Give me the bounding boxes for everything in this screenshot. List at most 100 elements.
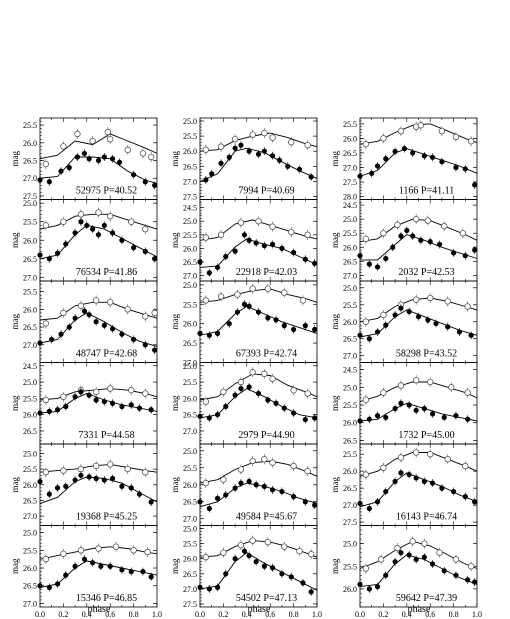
filled-data-point (398, 400, 404, 406)
light-curve-panel: 24.5 25.0 25.5 26.0 26.5 27.0 mag 22918 P=42.03 (170, 199, 318, 282)
template-curve-lower (359, 309, 478, 338)
y-tick-label: 25.0 (183, 447, 197, 456)
filled-data-point (81, 556, 88, 562)
open-data-point (290, 387, 297, 394)
filled-data-point (46, 256, 52, 262)
y-tick-label: 26.5 (23, 427, 37, 436)
filled-data-point (72, 230, 78, 236)
filled-data-point (261, 148, 267, 154)
y-tick-label: 26.0 (23, 481, 37, 490)
filled-data-point (101, 154, 107, 160)
filled-data-point (206, 415, 212, 421)
filled-data-point (46, 491, 52, 497)
filled-data-point (445, 324, 451, 330)
light-curve-panel: 24.5 25.0 25.5 26.0 26.5 27.0 mag 2032 P=42.53 (330, 199, 478, 282)
filled-data-point (472, 182, 478, 188)
filled-data-point (54, 485, 61, 491)
open-data-point (77, 211, 85, 218)
panel-label: 7994 P=40.69 (238, 186, 294, 197)
open-data-point (427, 294, 434, 302)
filled-data-point (90, 226, 96, 232)
filled-data-point (238, 142, 244, 148)
open-data-point (42, 469, 49, 476)
y-tick-label: 25.5 (23, 218, 37, 227)
filled-data-point (37, 177, 43, 183)
y-tick-label: 25.0 (183, 217, 197, 226)
filled-data-point (86, 392, 92, 398)
x-tick-label: 1.0 (312, 610, 322, 619)
filled-data-point (223, 253, 229, 260)
open-data-point (362, 471, 370, 478)
panel-grid: 25.5 26.0 26.5 27.0 27.5 mag 52975 P=40.52 25.0… (10, 117, 482, 619)
filled-data-point (86, 312, 92, 318)
y-tick-label: 25.5 (23, 394, 37, 403)
light-curve-panel: 25.5 26.0 26.5 27.0 mag 48747 P=42.68 (10, 280, 158, 363)
filled-data-point (78, 219, 84, 225)
x-axis-label: phase (88, 604, 111, 615)
filled-data-point (392, 312, 398, 318)
y-axis-label: mag (10, 232, 20, 248)
y-axis-label: mag (10, 477, 20, 493)
open-data-point (362, 318, 370, 325)
filled-data-point (441, 568, 447, 574)
filled-data-point (255, 309, 262, 315)
filled-data-point (90, 560, 96, 566)
filled-data-point (374, 584, 381, 590)
panel-label: 22918 P=42.03 (236, 267, 297, 278)
filled-data-point (131, 245, 137, 251)
open-data-point (462, 462, 469, 470)
filled-data-point (206, 586, 212, 592)
y-tick-label: 25.5 (183, 378, 197, 387)
filled-data-point (54, 250, 61, 256)
filled-data-point (261, 483, 267, 490)
filled-data-point (421, 153, 427, 159)
filled-data-point (81, 308, 88, 314)
y-axis-label: mag (330, 151, 340, 167)
open-data-point (261, 370, 268, 378)
y-tick-label: 26.0 (183, 481, 197, 490)
filled-data-point (265, 315, 271, 321)
y-tick-label: 25.0 (23, 378, 37, 387)
template-curve-lower (39, 393, 158, 414)
y-tick-label: 26.5 (183, 339, 197, 348)
filled-data-point (206, 505, 212, 512)
y-tick-label: 27.0 (23, 273, 37, 282)
filled-data-point (279, 488, 285, 495)
filled-data-point (366, 261, 372, 267)
filled-data-point (109, 230, 116, 236)
open-data-point (380, 464, 387, 471)
open-data-point (261, 129, 268, 137)
y-axis-label: mag (10, 558, 20, 574)
filled-data-point (223, 403, 229, 410)
y-tick-label: 25.5 (343, 301, 357, 310)
filled-data-point (209, 171, 215, 177)
filled-data-point (374, 329, 381, 335)
open-data-point (304, 468, 311, 475)
filled-data-point (279, 245, 285, 251)
x-axis-label: phase (408, 604, 431, 615)
y-tick-label: 26.5 (343, 335, 357, 344)
filled-data-point (433, 320, 439, 327)
filled-data-point (453, 572, 459, 578)
open-data-point (217, 293, 225, 300)
y-tick-label: 26.0 (343, 419, 357, 428)
filled-data-point (246, 478, 252, 484)
panel-label: 49584 P=45.67 (236, 512, 297, 523)
filled-data-point (406, 402, 412, 408)
filled-data-point (49, 336, 55, 343)
filled-data-point (142, 179, 148, 185)
light-curve-panel: 25.0 25.5 26.0 26.5 27.0 mag 76534 P=41.86 (10, 199, 158, 282)
filled-data-point (312, 415, 318, 421)
filled-data-point (462, 166, 468, 172)
filled-data-point (142, 342, 148, 348)
y-tick-label: 26.0 (343, 585, 357, 594)
panel-label: 2979 P=44.90 (238, 430, 294, 441)
filled-data-point (265, 397, 271, 403)
open-data-point (409, 538, 416, 545)
filled-data-point (302, 416, 308, 423)
open-data-point (304, 142, 311, 149)
filled-data-point (214, 330, 221, 336)
filled-data-point (421, 405, 427, 412)
filled-data-point (206, 270, 212, 276)
open-data-point (107, 461, 114, 468)
